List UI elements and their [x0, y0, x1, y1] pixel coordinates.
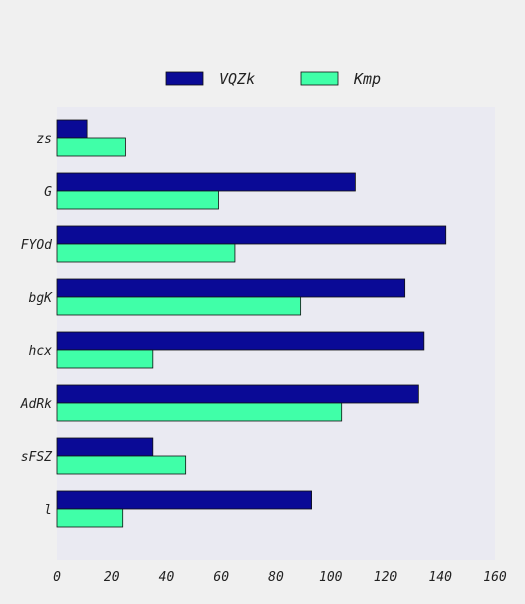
x-tick-label: 140: [429, 570, 453, 585]
bar-Kmp-zs: [56, 137, 126, 157]
x-tick-label: 120: [374, 570, 398, 585]
bar-Kmp-l: [56, 508, 124, 528]
legend-swatch-VQZk: [165, 71, 204, 86]
bar-VQZk-hcx: [56, 331, 425, 351]
x-tick-label: 20: [104, 570, 120, 585]
y-tick-label: FYOd: [21, 238, 52, 253]
y-tick-label: G: [44, 185, 52, 200]
x-tick-label: 80: [268, 570, 284, 585]
bar-Kmp-bgK: [56, 296, 302, 316]
bar-VQZk-zs: [56, 119, 88, 139]
bar-VQZk-G: [56, 172, 356, 192]
y-tick-label: hcx: [29, 344, 53, 359]
bars-group: [56, 119, 447, 528]
bar-VQZk-bgK: [56, 278, 406, 298]
x-tick-label: 40: [159, 570, 175, 585]
bar-VQZk-AdRk: [56, 384, 419, 404]
x-tick-label: 60: [213, 570, 229, 585]
y-tick-label: l: [44, 503, 52, 518]
bar-Kmp-FYOd: [56, 243, 236, 263]
bar-VQZk-FYOd: [56, 225, 447, 245]
y-tick-label: bgK: [29, 291, 54, 306]
y-tick-label: AdRk: [20, 397, 52, 412]
bar-Kmp-G: [56, 190, 219, 210]
bar-Kmp-AdRk: [56, 402, 343, 422]
y-tick-label: zs: [36, 132, 52, 147]
y-axis-labels: zs G FYOd bgK hcx AdRk sFSZ l: [20, 132, 53, 518]
y-tick-label: sFSZ: [21, 450, 53, 465]
bar-VQZk-l: [56, 490, 312, 510]
x-tick-label: 100: [319, 570, 343, 585]
legend-label-Kmp: Kmp: [353, 70, 381, 88]
x-axis-labels: 0 20 40 60 80 100 120 140 160: [53, 570, 507, 585]
bar-Kmp-hcx: [56, 349, 154, 369]
legend-label-VQZk: VQZk: [219, 70, 255, 88]
bar-Kmp-sFSZ: [56, 455, 187, 475]
legend: VQZk Kmp: [165, 70, 381, 88]
x-tick-label: 160: [483, 570, 507, 585]
legend-swatch-Kmp: [300, 71, 339, 86]
x-tick-label: 0: [53, 570, 61, 585]
bar-VQZk-sFSZ: [56, 437, 154, 457]
